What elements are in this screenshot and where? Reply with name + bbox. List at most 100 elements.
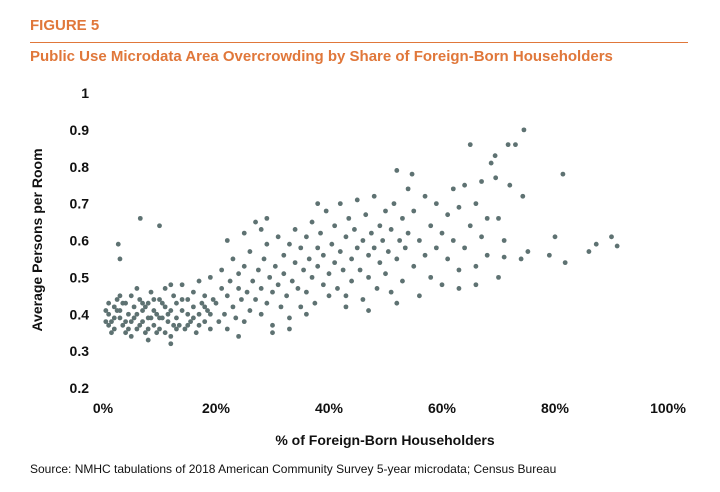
data-point [111,304,117,310]
x-tick-label: 40% [315,400,344,416]
data-point [230,304,236,310]
y-tick-label: 0.9 [70,122,90,138]
data-point [111,326,117,332]
data-point [154,311,160,317]
y-tick-label: 0.6 [70,233,90,249]
data-point [284,293,290,299]
data-point [433,201,439,207]
data-point [332,260,338,266]
data-point [304,234,309,240]
data-point [552,234,558,240]
x-tick-label: 60% [428,400,457,416]
y-tick-label: 0.2 [70,380,90,396]
data-point [128,319,134,325]
data-point [120,300,126,306]
data-point [394,168,400,173]
data-point [207,311,213,317]
data-point [445,256,451,262]
data-point [349,256,354,262]
data-point [326,271,332,277]
data-point [479,179,484,184]
data-point [343,234,349,240]
data-point [196,322,202,328]
data-point [467,142,473,148]
data-point [400,215,405,221]
data-point [191,289,196,295]
data-point [329,241,335,247]
data-point [151,322,157,328]
data-point [433,245,439,251]
data-point [507,182,513,188]
data-point [292,227,298,232]
data-point [117,293,123,299]
data-point [171,293,177,299]
data-point [140,308,145,313]
data-point [377,260,383,266]
data-point [343,304,349,310]
data-point [157,326,162,332]
data-point [275,282,281,288]
data-point [109,319,114,325]
data-point [346,215,352,221]
data-point [315,245,321,251]
data-point [148,289,154,295]
data-point [371,193,377,199]
data-point [103,319,109,325]
data-point [309,274,315,280]
data-point [134,326,140,332]
data-point [171,322,177,328]
data-point [145,337,151,343]
data-point [270,289,275,295]
data-point [417,293,422,299]
data-point [439,282,445,288]
data-point [349,278,354,284]
data-point [298,245,304,251]
data-point [360,297,366,302]
data-point [462,182,467,188]
data-point [354,197,360,203]
data-point [207,274,213,280]
data-point [320,282,326,288]
data-point [128,333,134,339]
data-point [405,186,411,192]
data-point [337,201,343,207]
data-point [236,286,242,291]
data-point [312,300,318,306]
data-point [159,300,165,306]
x-axis-title: % of Foreign-Born Householders [275,432,495,448]
data-point [287,315,292,321]
data-point [411,263,417,269]
data-point [188,319,193,325]
data-point [391,201,397,207]
data-point [244,289,250,295]
data-point [374,286,380,291]
data-point [151,297,157,302]
data-point [264,241,270,247]
data-point [241,319,247,325]
data-point [140,319,145,325]
data-point [586,249,592,254]
data-point [402,245,408,251]
data-point [292,260,298,266]
data-point [142,304,148,310]
data-point [326,293,332,299]
data-point [216,319,222,325]
data-point [473,263,479,269]
data-point [123,330,128,336]
data-point [131,304,137,310]
data-point [484,215,490,221]
data-point [520,193,526,199]
data-point [196,311,202,317]
data-point [202,304,208,310]
data-point [157,297,162,302]
data-point [422,252,428,258]
data-point [258,227,264,232]
y-tick-label: 0.4 [70,306,90,322]
data-point [405,230,411,236]
data-point [546,252,552,258]
data-point [140,300,145,306]
data-point [397,238,403,243]
data-point [562,260,568,266]
data-point [360,238,366,243]
data-point [154,330,160,336]
